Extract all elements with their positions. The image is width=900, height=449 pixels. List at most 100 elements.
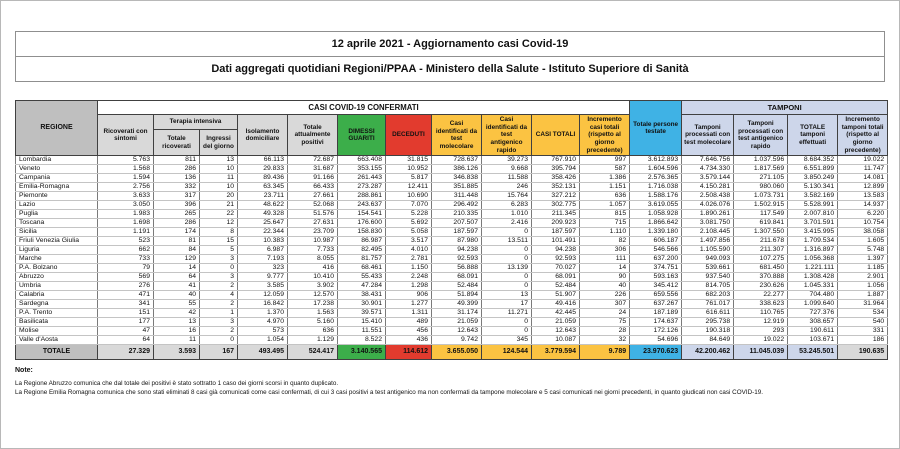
header-persone-testate: Totale persone testate <box>629 99 683 157</box>
value-cell: 1.150 <box>385 263 432 274</box>
value-cell: 22.344 <box>237 227 288 238</box>
value-cell: 187.189 <box>629 308 683 319</box>
value-cell: 4.026.076 <box>681 200 735 211</box>
value-cell: 21.059 <box>431 317 482 328</box>
value-cell: 3.633 <box>97 191 154 202</box>
value-cell: 3.850.249 <box>787 173 839 184</box>
value-cell: 75 <box>578 317 631 328</box>
value-cell: 11.588 <box>481 173 532 184</box>
value-cell: 31.174 <box>431 308 482 319</box>
table-row: Molise 47 16 2 573 636 11.551 456 12.643 0 12.643 2… <box>15 326 889 337</box>
value-cell: 42.200.462 <box>681 344 735 361</box>
value-cell: 94.238 <box>531 245 580 256</box>
value-cell: 0 <box>481 254 532 265</box>
table-row: Liguria 662 84 5 6.987 7.733 82.495 4.010 94.238… <box>15 245 889 256</box>
value-cell: 56.888 <box>431 263 482 274</box>
value-cell: 14.937 <box>837 200 889 211</box>
value-cell: 22 <box>199 209 238 220</box>
value-cell: 3.585 <box>237 281 288 292</box>
value-cell: 1.568 <box>97 164 154 175</box>
value-cell: 47.284 <box>337 281 386 292</box>
value-cell: 1.866.642 <box>629 218 683 229</box>
value-cell: 92.593 <box>431 254 482 265</box>
value-cell: 209.923 <box>531 218 580 229</box>
value-cell: 341 <box>97 299 154 310</box>
value-cell: 16.842 <box>237 299 288 310</box>
value-cell: 1.497.856 <box>681 236 735 247</box>
value-cell: 1.698 <box>97 218 154 229</box>
header-casi-totali: CASI TOTALI <box>531 113 580 157</box>
value-cell: 3 <box>199 317 238 328</box>
value-cell: 47 <box>97 326 154 337</box>
value-cell: 49.399 <box>431 299 482 310</box>
value-cell: 66.113 <box>237 155 288 166</box>
value-cell: 12.411 <box>385 182 432 193</box>
value-cell: 82 <box>578 236 631 247</box>
value-cell: 11 <box>199 173 238 184</box>
bulletin-subtitle: Dati aggregati quotidiani Regioni/PPAA -… <box>16 56 884 81</box>
value-cell: 174 <box>153 227 200 238</box>
table-row: Valle d'Aosta 64 11 0 1.054 1.129 8.522 436 9.74… <box>15 335 889 346</box>
value-cell: 1.604.596 <box>629 164 683 175</box>
value-cell: 346.838 <box>431 173 482 184</box>
value-cell: 3.701.591 <box>787 218 839 229</box>
value-cell: 3.081.750 <box>681 218 735 229</box>
value-cell: 66.433 <box>287 182 338 193</box>
value-cell: 13.583 <box>837 191 889 202</box>
value-cell: 662 <box>97 245 154 256</box>
value-cell: 39.571 <box>337 308 386 319</box>
header-ti-ingressi: Ingressi del giorno <box>199 129 238 157</box>
table-row: Sicilia 1.191 174 8 22.344 23.709 158.830 5.058… <box>15 227 889 238</box>
value-cell: 63.345 <box>237 182 288 193</box>
band-casi-confermati: CASI COVID-19 CONFERMATI <box>96 100 631 115</box>
value-cell: 1.890.261 <box>681 209 735 220</box>
value-cell: 0 <box>481 281 532 292</box>
value-cell: 11.271 <box>481 308 532 319</box>
value-cell: 39.273 <box>481 155 532 166</box>
value-cell: 31.964 <box>837 299 889 310</box>
value-cell: 2 <box>199 326 238 337</box>
value-cell: 345.412 <box>629 281 683 292</box>
value-cell: 51.907 <box>531 290 580 301</box>
value-cell: 606.187 <box>629 236 683 247</box>
value-cell: 55 <box>153 299 200 310</box>
value-cell: 136 <box>153 173 200 184</box>
value-cell: 997 <box>578 155 631 166</box>
region-cell: Toscana <box>15 218 98 229</box>
value-cell: 2.576.365 <box>629 173 683 184</box>
value-cell: 25.647 <box>237 218 288 229</box>
table-row: Marche 733 129 3 7.193 8.055 81.757 2.781 92.593… <box>15 254 889 265</box>
value-cell: 15.764 <box>481 191 532 202</box>
value-cell: 3.517 <box>385 236 432 247</box>
value-cell: 49.328 <box>237 209 288 220</box>
value-cell: 10.987 <box>287 236 338 247</box>
value-cell: 40 <box>153 290 200 301</box>
header-deceduti: DECEDUTI <box>385 113 432 157</box>
value-cell: 11.045.039 <box>733 344 789 361</box>
value-cell: 177 <box>97 317 154 328</box>
region-cell: Molise <box>15 326 98 337</box>
value-cell: 10.410 <box>287 272 338 283</box>
header-tamponi-molecolare: Tamponi processati con test molecolare <box>681 113 735 157</box>
value-cell: 1.588.176 <box>629 191 683 202</box>
value-cell: 1.311 <box>385 308 432 319</box>
value-cell: 10.087 <box>531 335 580 346</box>
region-cell: Lombardia <box>15 155 98 166</box>
table-row: P.A. Bolzano 79 14 0 323 416 68.461 1.150 56.888… <box>15 263 889 274</box>
region-cell: Marche <box>15 254 98 265</box>
value-cell: 68.091 <box>431 272 482 283</box>
value-cell: 19.022 <box>837 155 889 166</box>
value-cell: 13.139 <box>481 263 532 274</box>
value-cell: 1.298 <box>385 281 432 292</box>
value-cell: 733 <box>97 254 154 265</box>
value-cell: 11.551 <box>337 326 386 337</box>
value-cell: 715 <box>578 218 631 229</box>
value-cell: 327.212 <box>531 191 580 202</box>
value-cell: 15 <box>199 236 238 247</box>
value-cell: 51.576 <box>287 209 338 220</box>
value-cell: 211.307 <box>733 245 789 256</box>
value-cell: 13.511 <box>481 236 532 247</box>
value-cell: 1.056 <box>837 281 889 292</box>
value-cell: 1.057 <box>578 200 631 211</box>
value-cell: 84.649 <box>681 335 735 346</box>
